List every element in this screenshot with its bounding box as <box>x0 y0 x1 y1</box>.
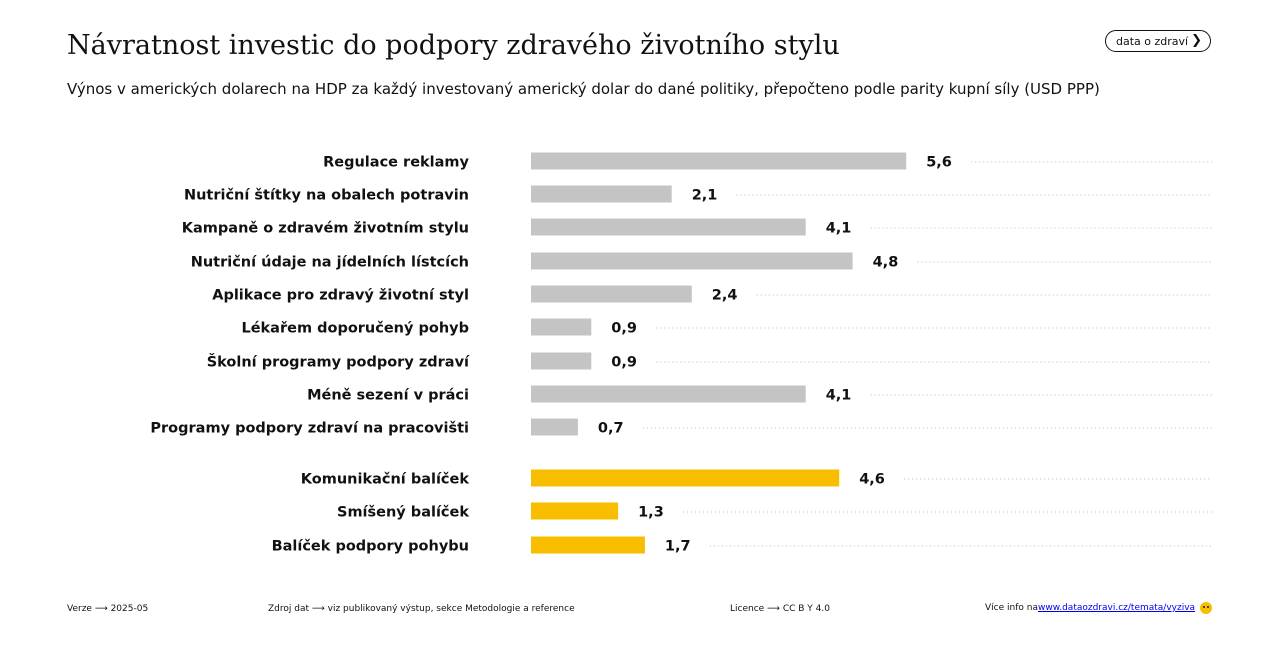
value-label: 4,1 <box>826 388 852 404</box>
bar <box>531 218 806 236</box>
bar <box>531 185 672 203</box>
bar <box>531 285 692 303</box>
bar <box>531 152 907 170</box>
bar <box>531 318 592 336</box>
value-label: 5,6 <box>926 155 952 171</box>
value-label: 1,3 <box>638 505 664 521</box>
category-label: Školní programy podpory zdraví <box>207 353 470 371</box>
value-label: 4,1 <box>826 221 852 237</box>
smiley-icon <box>1200 602 1213 614</box>
value-label: 2,4 <box>712 288 738 304</box>
bar <box>531 418 578 436</box>
category-label: Balíček podpory pohybu <box>272 539 469 555</box>
footer-more-link[interactable]: www.dataozdravi.cz/temata/vyziva <box>1037 603 1196 613</box>
category-label: Kampaně o zdravém životním stylu <box>182 221 469 237</box>
category-label: Regulace reklamy <box>323 155 469 171</box>
value-label: 4,8 <box>873 255 899 271</box>
bar <box>531 352 592 370</box>
category-label: Aplikace pro zdravý životní styl <box>212 288 469 304</box>
footer-source: Zdroj dat ⟶ viz publikovaný výstup, sekc… <box>268 604 575 614</box>
data-o-zdravi-button[interactable]: data o zdraví ❯ <box>1105 30 1211 52</box>
category-label: Smíšený balíček <box>337 505 469 521</box>
category-label: Méně sezení v práci <box>307 388 469 404</box>
value-label: 4,6 <box>859 472 885 488</box>
footer-more-prefix: Více info na <box>985 603 1038 613</box>
chevron-right-icon: ❯ <box>1191 33 1202 48</box>
bar <box>531 502 619 520</box>
category-label: Nutriční údaje na jídelních lístcích <box>191 255 469 271</box>
data-o-zdravi-label: data o zdraví <box>1116 34 1189 48</box>
bar <box>531 385 806 403</box>
category-label: Komunikační balíček <box>301 472 470 488</box>
footer-license: Licence ⟶ CC B Y 4.0 <box>730 604 830 614</box>
category-label: Lékařem doporučený pohyb <box>241 321 469 337</box>
footer-version: Verze ⟶ 2025-05 <box>67 604 149 614</box>
bar <box>531 252 853 270</box>
category-label: Programy podpory zdraví na pracovišti <box>150 421 469 437</box>
chart-title: Návratnost investic do podpory zdravého … <box>67 30 840 61</box>
chart-subtitle: Výnos v amerických dolarech na HDP za ka… <box>67 80 1100 98</box>
value-label: 1,7 <box>665 539 691 555</box>
footer-more-info: Více info na www.dataozdravi.cz/temata/v… <box>985 602 1213 614</box>
bar <box>531 536 645 554</box>
bar <box>531 469 840 487</box>
value-label: 2,1 <box>692 188 718 204</box>
value-label: 0,9 <box>611 321 637 337</box>
value-label: 0,7 <box>598 421 624 437</box>
value-label: 0,9 <box>611 355 637 371</box>
category-label: Nutriční štítky na obalech potravin <box>184 188 469 204</box>
